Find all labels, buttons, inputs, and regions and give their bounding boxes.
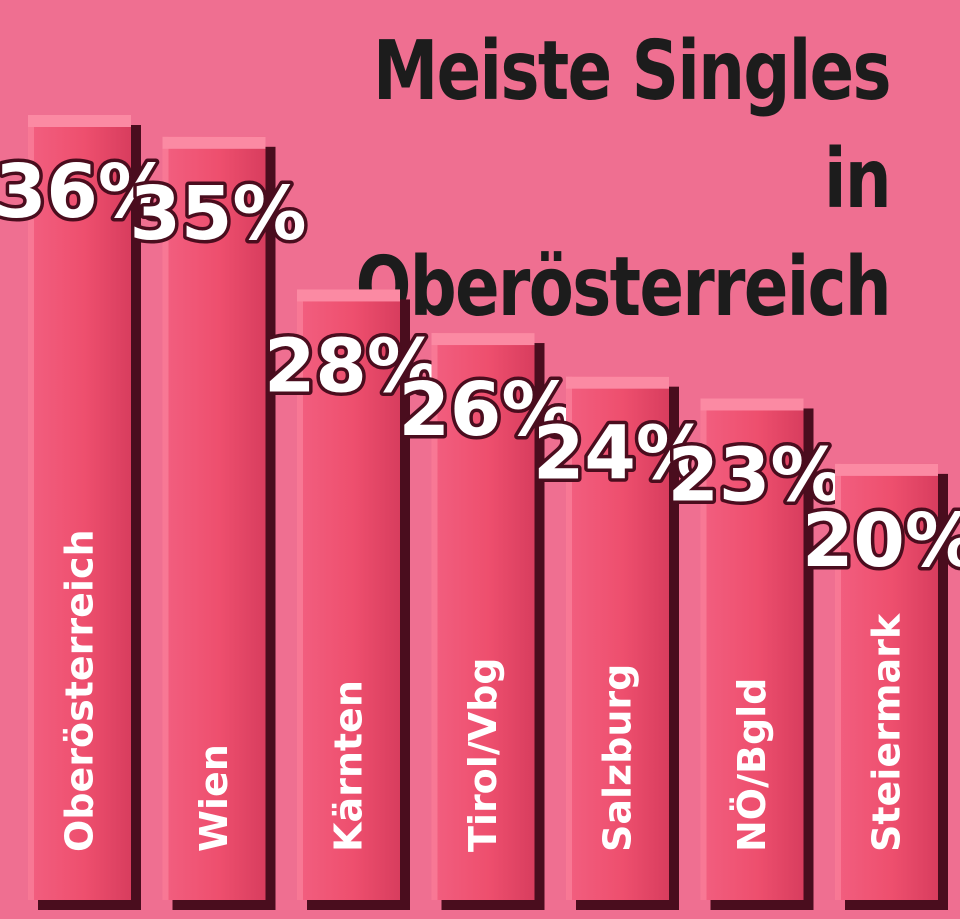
value-label: 20% [802,498,960,584]
bar-group-2: Wien 35% [126,136,310,911]
bar-group-1: Oberösterreich 36% [0,115,176,910]
bar-group-6: NÖ/Bgld 23% [664,398,848,910]
bar-group-3: Kärnten 28% [260,289,445,910]
category-label: Steiermark [865,613,909,852]
bar [566,376,669,901]
value-label: 35% [129,171,306,257]
bar-group-5: Salzburg 24% [529,376,714,911]
bar-group-4: Tirol/Vbg 26% [395,333,579,910]
bar [431,333,535,900]
category-label: Oberösterreich [58,529,102,852]
bar-side-highlight [700,398,707,900]
bar [835,463,938,900]
bar-side-highlight [28,115,34,900]
bar [162,136,266,901]
bar-side-highlight [297,289,303,900]
chart-title-line-1: Meiste Singles in [372,24,892,227]
category-label: Tirol/Vbg [461,657,505,852]
value-label: 26% [398,367,575,453]
category-label: Salzburg [596,664,640,852]
bar [297,289,400,900]
bar-top-bevel [297,289,400,302]
category-label: NÖ/Bgld [730,678,774,852]
value-label: 36% [0,149,172,235]
bar [700,398,804,900]
bar-top-bevel [431,333,535,346]
value-label: 23% [667,432,844,518]
category-label: Kärnten [327,680,371,852]
bar-side-highlight [566,376,572,901]
bar-side-highlight [162,136,169,901]
value-label: 24% [533,411,710,497]
category-label: Wien [192,744,236,852]
bar-top-bevel [28,115,131,127]
bar-top-bevel [566,376,669,389]
chart-title: Meiste Singles in Oberösterreich [330,18,892,342]
bar [28,115,131,900]
bar-group-7: Steiermark 20% [798,463,960,910]
bar-side-highlight [835,463,841,900]
bar-top-bevel [835,463,938,476]
chart-title-line-2: Oberösterreich [355,240,892,335]
value-label: 28% [264,323,441,409]
bar-side-highlight [431,333,438,900]
bar-top-bevel [162,136,266,149]
bar-top-bevel [700,398,804,411]
